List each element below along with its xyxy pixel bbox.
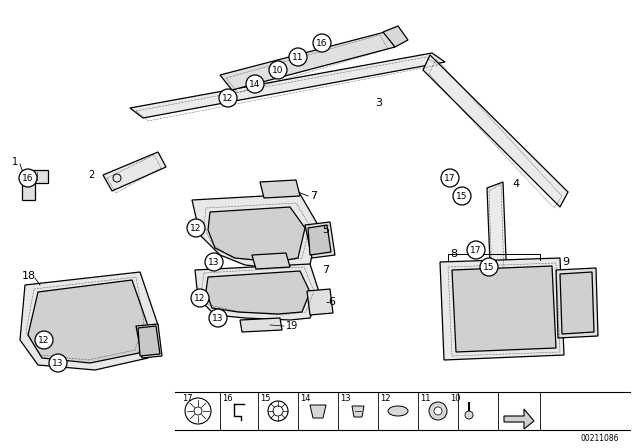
Polygon shape (240, 318, 282, 332)
Circle shape (49, 354, 67, 372)
Text: 10: 10 (450, 394, 461, 403)
Text: 19: 19 (286, 321, 298, 331)
Circle shape (429, 402, 447, 420)
Circle shape (35, 331, 53, 349)
Text: 9: 9 (562, 257, 569, 267)
Circle shape (185, 398, 211, 424)
Text: 3: 3 (375, 98, 382, 108)
Text: 15: 15 (260, 394, 271, 403)
Circle shape (289, 48, 307, 66)
Polygon shape (195, 264, 320, 320)
Text: 12: 12 (38, 336, 50, 345)
Text: 14: 14 (250, 79, 260, 89)
Circle shape (209, 309, 227, 327)
Polygon shape (22, 170, 48, 200)
Polygon shape (352, 406, 364, 417)
Text: 2: 2 (88, 170, 94, 180)
Circle shape (453, 187, 471, 205)
Polygon shape (307, 289, 333, 315)
Text: 12: 12 (380, 394, 390, 403)
Polygon shape (504, 409, 534, 429)
Polygon shape (310, 405, 326, 418)
Polygon shape (556, 268, 598, 338)
Circle shape (205, 253, 223, 271)
Circle shape (480, 258, 498, 276)
Polygon shape (103, 152, 166, 191)
Text: 16: 16 (222, 394, 232, 403)
Text: 14: 14 (300, 394, 310, 403)
Text: 13: 13 (208, 258, 220, 267)
Polygon shape (220, 32, 395, 90)
Text: 18: 18 (22, 271, 36, 281)
Polygon shape (308, 225, 331, 255)
Circle shape (467, 241, 485, 259)
Text: 12: 12 (195, 293, 205, 302)
Polygon shape (208, 207, 305, 262)
Polygon shape (305, 222, 335, 258)
Circle shape (219, 89, 237, 107)
Polygon shape (252, 253, 290, 269)
Text: 17: 17 (182, 394, 193, 403)
Circle shape (246, 75, 264, 93)
Polygon shape (440, 258, 564, 360)
Text: 7: 7 (310, 191, 317, 201)
Text: -6: -6 (325, 297, 336, 307)
Text: 8: 8 (450, 249, 457, 259)
Text: 5: 5 (322, 225, 329, 235)
Circle shape (268, 401, 288, 421)
Polygon shape (452, 266, 556, 352)
Circle shape (191, 289, 209, 307)
Polygon shape (487, 182, 508, 314)
Text: 17: 17 (470, 246, 482, 254)
Circle shape (19, 169, 37, 187)
Text: 16: 16 (316, 39, 328, 47)
Text: 15: 15 (456, 191, 468, 201)
Polygon shape (383, 26, 408, 47)
Text: 4: 4 (512, 179, 519, 189)
Text: 15: 15 (483, 263, 495, 271)
Ellipse shape (388, 406, 408, 416)
Polygon shape (192, 194, 318, 270)
Circle shape (269, 61, 287, 79)
Text: 13: 13 (340, 394, 351, 403)
Polygon shape (130, 53, 445, 118)
Text: 11: 11 (292, 52, 304, 61)
Text: 00211086: 00211086 (580, 434, 620, 443)
Circle shape (465, 411, 473, 419)
Polygon shape (136, 324, 162, 358)
Text: 16: 16 (22, 173, 34, 182)
Polygon shape (138, 326, 160, 356)
Polygon shape (206, 271, 310, 314)
Circle shape (441, 169, 459, 187)
Text: 11: 11 (420, 394, 431, 403)
Polygon shape (423, 55, 568, 207)
Polygon shape (28, 280, 148, 363)
Text: 13: 13 (52, 358, 64, 367)
Text: 13: 13 (212, 314, 224, 323)
Text: 17: 17 (444, 173, 456, 182)
Polygon shape (20, 272, 158, 370)
Circle shape (313, 34, 331, 52)
Circle shape (434, 407, 442, 415)
Text: 10: 10 (272, 65, 284, 74)
Text: 1: 1 (12, 157, 18, 167)
Text: 12: 12 (222, 94, 234, 103)
Text: 12: 12 (190, 224, 202, 233)
Polygon shape (560, 272, 594, 334)
Circle shape (187, 219, 205, 237)
Text: 7: 7 (322, 265, 329, 275)
Polygon shape (260, 180, 300, 198)
